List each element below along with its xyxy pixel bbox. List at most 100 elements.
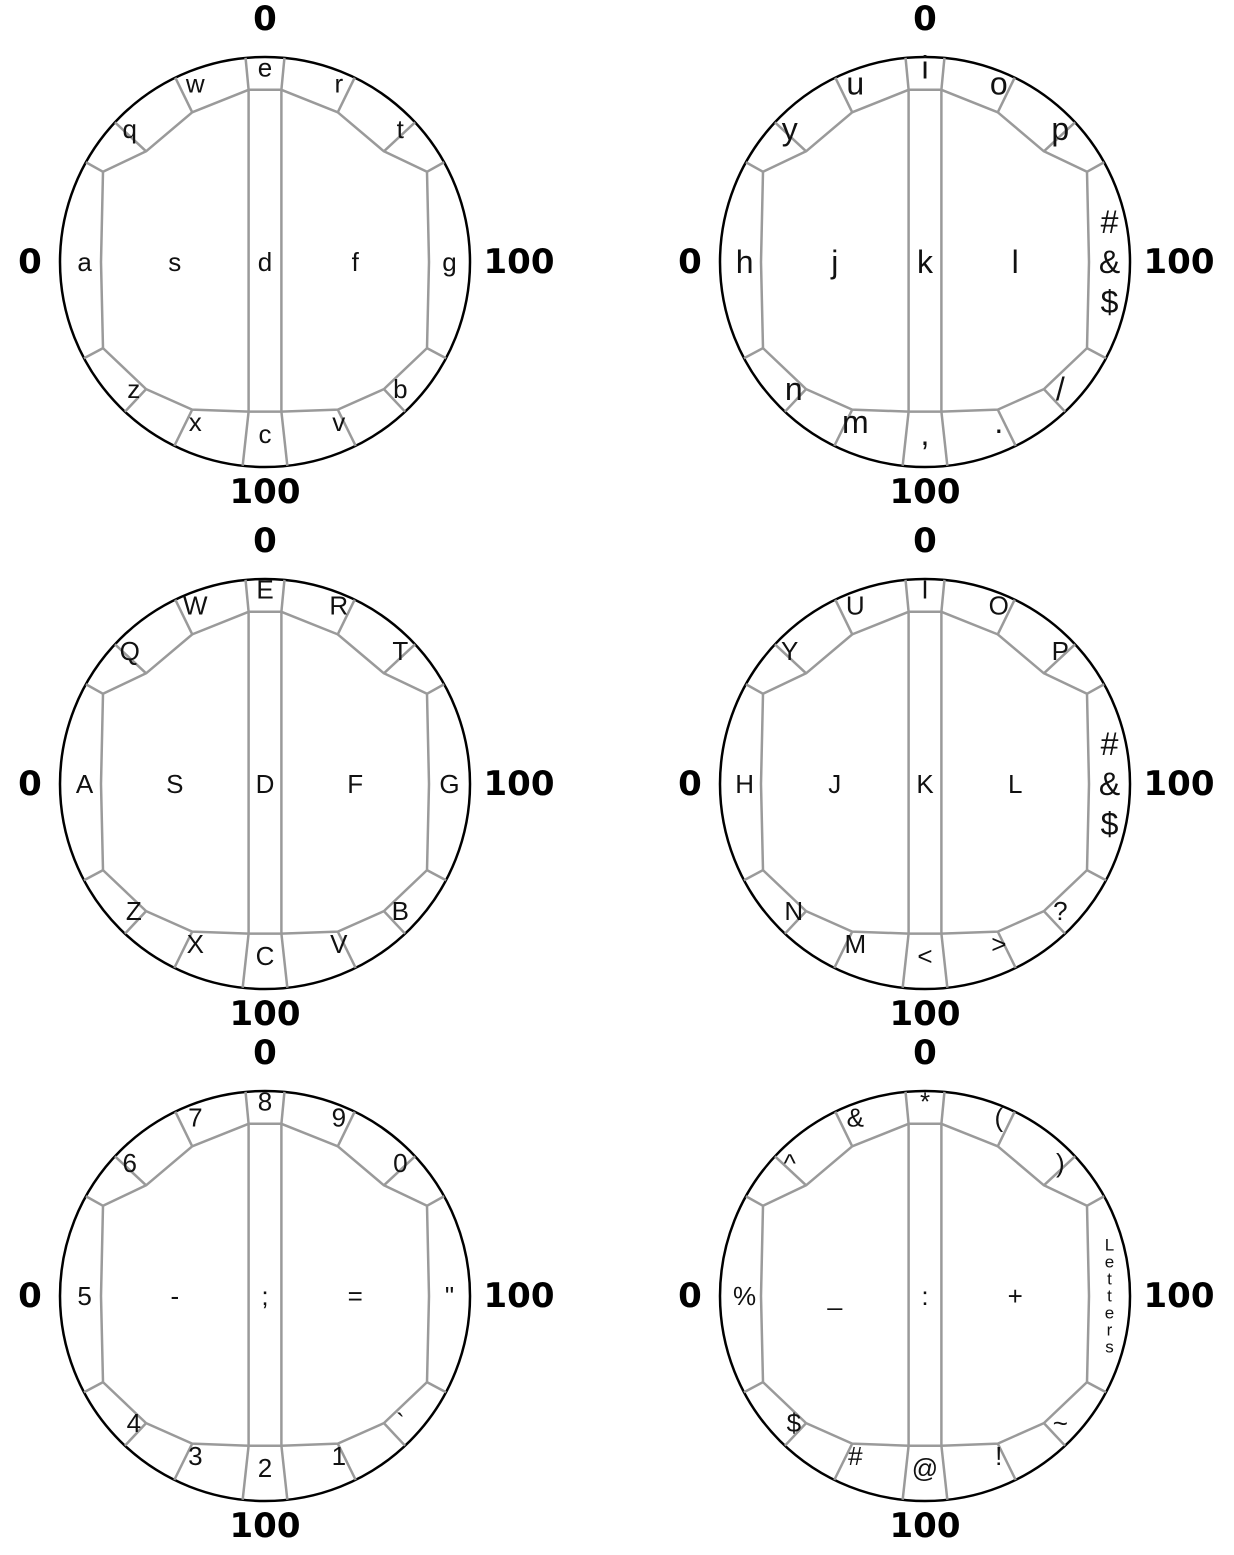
segment-divider xyxy=(124,1422,148,1447)
segment-divider xyxy=(774,643,807,675)
key-label: n xyxy=(785,371,803,407)
key-label: 5 xyxy=(77,1281,91,1311)
segment-divider xyxy=(940,1445,949,1500)
dial-outline xyxy=(58,1089,472,1503)
segment-divider xyxy=(1086,346,1107,360)
segment-divider xyxy=(940,933,949,988)
segment-divider xyxy=(743,1380,764,1394)
key-label: L xyxy=(1008,769,1022,799)
segment-divider xyxy=(124,388,148,413)
key-label: t xyxy=(1107,1287,1112,1306)
key-label: c xyxy=(259,419,272,449)
key-label: e xyxy=(1105,1253,1114,1272)
key-label: 4 xyxy=(127,1408,141,1438)
key-label: 7 xyxy=(188,1103,202,1133)
key-label: A xyxy=(76,769,94,799)
segment-divider xyxy=(745,683,764,695)
scale-right-label: 100 xyxy=(484,1276,555,1316)
key-label: $ xyxy=(787,1408,802,1438)
segment-divider xyxy=(280,1091,286,1124)
segment-divider xyxy=(280,411,289,466)
segment-divider xyxy=(940,57,946,90)
key-label: N xyxy=(784,896,803,926)
segment-divider xyxy=(940,411,949,466)
segment-divider xyxy=(904,579,910,612)
segment-divider xyxy=(1042,910,1066,935)
segment-divider xyxy=(336,1443,357,1481)
segment-divider xyxy=(280,57,286,90)
key-label: C xyxy=(256,941,275,971)
segment-divider xyxy=(743,868,764,882)
scale-right-label: 100 xyxy=(484,242,555,282)
key-label: k xyxy=(917,244,934,280)
dial-lowercase-right: u i o y p h n / m, . j k l # & $0 100 0 100 xyxy=(678,0,1214,512)
key-label: ~ xyxy=(1053,1408,1068,1438)
segment-divider xyxy=(1043,121,1076,153)
segment-divider xyxy=(834,1111,854,1147)
segment-divider xyxy=(124,910,148,935)
key-label: & xyxy=(1099,766,1120,802)
segment-divider xyxy=(1043,1155,1076,1187)
segment-divider xyxy=(426,683,445,695)
segment-divider xyxy=(1043,643,1076,675)
segment-divider xyxy=(383,643,416,675)
segment-divider xyxy=(1086,161,1105,173)
segment-divider xyxy=(336,599,356,635)
key-label: w xyxy=(185,69,205,99)
segment-divider xyxy=(244,579,250,612)
key-label: ; xyxy=(261,1281,268,1311)
segment-divider xyxy=(833,1443,854,1481)
key-label: @ xyxy=(912,1453,938,1483)
scale-bottom-label: 100 xyxy=(890,994,961,1034)
key-label: s xyxy=(1105,1338,1114,1357)
segment-divider xyxy=(336,1111,356,1147)
key-label: . xyxy=(994,404,1003,440)
scale-top-label: 0 xyxy=(913,0,937,39)
segment-divider xyxy=(244,1091,250,1124)
segment-divider xyxy=(784,910,808,935)
key-label: > xyxy=(991,929,1006,959)
scale-left-label: 0 xyxy=(18,1276,42,1316)
key-label: , xyxy=(921,416,930,452)
segment-divider xyxy=(173,409,194,447)
key-label: - xyxy=(170,1281,179,1311)
segment-divider xyxy=(940,1091,946,1124)
scale-top-label: 0 xyxy=(253,521,277,561)
dial-outline xyxy=(718,55,1132,469)
key-label: b xyxy=(393,374,407,404)
segment-divider xyxy=(904,1091,910,1124)
segment-divider xyxy=(426,346,447,360)
dial-outline xyxy=(718,1089,1132,1503)
key-label: & xyxy=(847,1103,864,1133)
segment-divider xyxy=(904,57,910,90)
key-label: T xyxy=(392,636,408,666)
dial-outline xyxy=(58,55,472,469)
scale-right-label: 100 xyxy=(1144,242,1215,282)
segment-divider xyxy=(174,599,194,635)
dial-uppercase-left: W E R Q T A G Z B X C V S D F 0 100 0 100 xyxy=(18,521,554,1034)
segment-divider xyxy=(1086,1195,1105,1207)
key-label: e xyxy=(258,52,272,82)
key-label: W xyxy=(183,591,208,621)
segment-divider xyxy=(901,411,910,466)
segment-divider xyxy=(774,1155,807,1187)
key-label: q xyxy=(122,114,136,144)
segment-divider xyxy=(114,1155,147,1187)
key-label: V xyxy=(330,929,348,959)
key-label: = xyxy=(348,1281,363,1311)
key-label: s xyxy=(168,247,181,277)
scale-left-label: 0 xyxy=(678,764,702,804)
segment-divider xyxy=(241,411,250,466)
key-label: + xyxy=(1008,1281,1023,1311)
key-label: e xyxy=(1105,1304,1114,1323)
scale-bottom-label: 100 xyxy=(890,472,961,512)
segment-divider xyxy=(85,161,104,173)
segment-divider xyxy=(83,346,104,360)
key-label: Y xyxy=(781,636,798,666)
segment-divider xyxy=(382,910,406,935)
segment-divider xyxy=(173,931,194,969)
key-label: 9 xyxy=(332,1103,346,1133)
segment-divider xyxy=(1042,388,1066,413)
segment-divider xyxy=(1086,1380,1107,1394)
key-label: M xyxy=(844,929,866,959)
